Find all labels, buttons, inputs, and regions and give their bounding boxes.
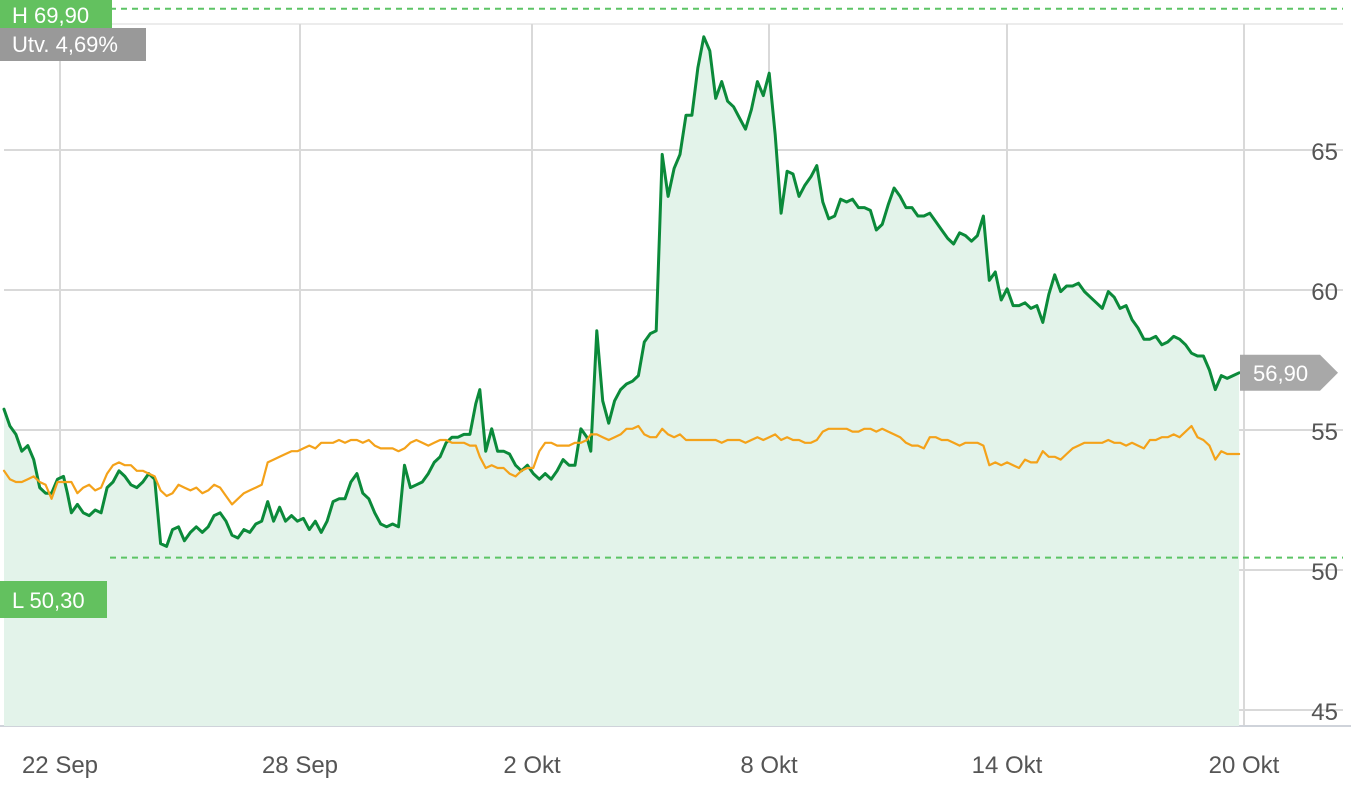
series-a-line xyxy=(2,35,1241,548)
y-tick-label: 60 xyxy=(1311,279,1338,306)
series-line-layer xyxy=(2,35,1241,548)
x-tick-label: 2 Okt xyxy=(503,752,561,779)
axis-ticks: 45 50 55 60 65 22 Sep 28 Sep 2 Okt 8 Okt 14 Okt 20… xyxy=(22,139,1338,779)
series-b-line xyxy=(2,424,1241,506)
low-label: L 50,30 xyxy=(12,588,85,613)
x-tick-label: 20 Okt xyxy=(1209,752,1280,779)
series-area-layer xyxy=(4,36,1240,727)
high-label: H 69,90 xyxy=(12,3,89,28)
high-badge xyxy=(0,0,112,31)
badges: H 69,90 Utv. 4,69% L 50,30 56,90 xyxy=(0,0,1338,618)
change-badge xyxy=(0,28,146,61)
change-label: Utv. 4,69% xyxy=(12,32,118,57)
y-tick-label: 65 xyxy=(1311,139,1338,166)
series-a-area xyxy=(4,36,1240,727)
x-tick-label: 8 Okt xyxy=(740,752,798,779)
last-value-label: 56,90 xyxy=(1253,361,1308,386)
low-badge xyxy=(0,581,107,618)
y-tick-label: 45 xyxy=(1311,699,1338,726)
y-tick-label: 50 xyxy=(1311,559,1338,586)
x-tick-label: 22 Sep xyxy=(22,752,98,779)
x-tick-label: 14 Okt xyxy=(972,752,1043,779)
last-value-badge xyxy=(1240,354,1338,391)
x-tick-label: 28 Sep xyxy=(262,752,338,779)
y-tick-label: 55 xyxy=(1311,419,1338,446)
reference-lines xyxy=(110,7,1343,559)
